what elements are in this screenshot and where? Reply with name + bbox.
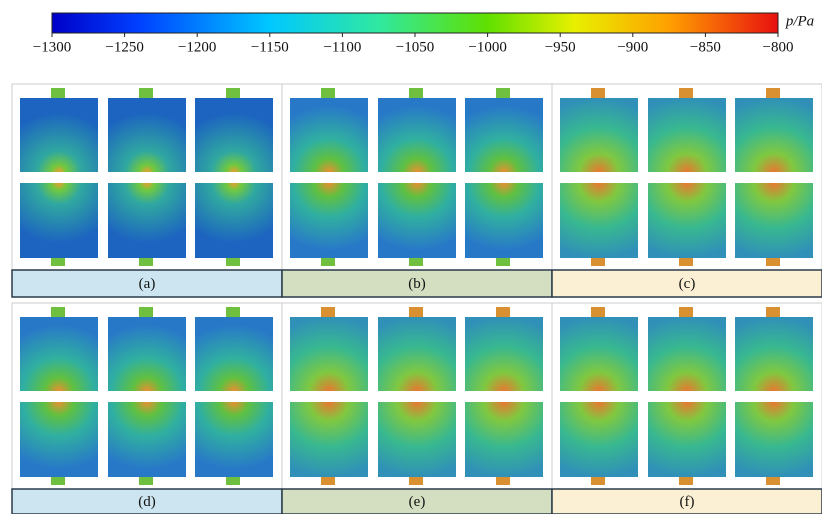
tab: [51, 258, 65, 266]
contour-bottom: [108, 183, 186, 258]
tab: [321, 477, 335, 485]
tab: [679, 258, 693, 266]
contour-top: [290, 98, 368, 172]
tab: [139, 307, 153, 317]
tab: [321, 307, 335, 317]
tick-label: −1250: [105, 39, 143, 55]
tab: [766, 88, 780, 98]
tab: [496, 477, 510, 485]
panel-label: (f): [680, 494, 695, 510]
tab: [139, 88, 153, 98]
contour-bottom: [465, 402, 543, 477]
tab: [226, 258, 240, 266]
tab: [679, 88, 693, 98]
tab: [591, 477, 605, 485]
colorbar-label: p/Pa: [785, 13, 814, 29]
contour-bottom: [108, 402, 186, 477]
contour-top: [560, 317, 638, 391]
contour-top: [465, 98, 543, 172]
tick-label: −1150: [251, 39, 289, 55]
contour-top: [195, 317, 273, 391]
contour-bottom: [20, 183, 98, 258]
tab: [409, 477, 423, 485]
tab: [496, 88, 510, 98]
tab: [591, 307, 605, 317]
tick-label: −1200: [178, 39, 216, 55]
page: p/Pa −1300 −1250 −1200 −1150 −1100 −1050 −1000…: [0, 0, 822, 514]
tick-label: −800: [763, 39, 794, 55]
contour-top: [20, 98, 98, 172]
contour-bottom: [378, 402, 456, 477]
tab: [139, 258, 153, 266]
tab: [226, 307, 240, 317]
contour-bottom: [648, 183, 726, 258]
panel-label: (b): [408, 276, 426, 292]
contour-bottom: [735, 402, 813, 477]
contour-bottom: [560, 183, 638, 258]
contour-top: [290, 317, 368, 391]
contour-top: [108, 98, 186, 172]
tick-label: −1000: [468, 39, 506, 55]
colorbar: [52, 13, 778, 33]
contour-top: [20, 317, 98, 391]
tab: [766, 307, 780, 317]
tick-label: −850: [690, 39, 721, 55]
tab: [766, 477, 780, 485]
tab: [139, 477, 153, 485]
contour-top: [735, 98, 813, 172]
tab: [226, 88, 240, 98]
contour-top: [378, 317, 456, 391]
contour-top: [108, 317, 186, 391]
contour-bottom: [378, 183, 456, 258]
tab: [321, 258, 335, 266]
contour-top: [560, 98, 638, 172]
panel-label: (e): [409, 494, 426, 510]
tick-label: −950: [545, 39, 576, 55]
tab: [51, 88, 65, 98]
tab: [679, 307, 693, 317]
tab: [409, 307, 423, 317]
tab: [409, 258, 423, 266]
tab: [496, 307, 510, 317]
panel-label: (c): [679, 276, 696, 292]
contour-top: [465, 317, 543, 391]
tab: [226, 477, 240, 485]
contour-bottom: [648, 402, 726, 477]
tab: [496, 258, 510, 266]
panel-label: (d): [138, 494, 156, 510]
figure: p/Pa −1300 −1250 −1200 −1150 −1100 −1050 −1000…: [0, 0, 822, 514]
tab: [51, 307, 65, 317]
contour-bottom: [735, 183, 813, 258]
tab: [321, 88, 335, 98]
contour-bottom: [290, 183, 368, 258]
tick-label: −1100: [323, 39, 361, 55]
contour-bottom: [465, 183, 543, 258]
contour-top: [378, 98, 456, 172]
tick-label: −900: [617, 39, 648, 55]
tab: [679, 477, 693, 485]
contour-bottom: [290, 402, 368, 477]
tick-label: −1300: [33, 39, 71, 55]
contour-top: [195, 98, 273, 172]
tab: [591, 88, 605, 98]
panel-label: (a): [139, 276, 156, 292]
tab: [591, 258, 605, 266]
contour-top: [648, 317, 726, 391]
tab: [409, 88, 423, 98]
tab: [766, 258, 780, 266]
tick-label: −1050: [396, 39, 434, 55]
contour-bottom: [195, 402, 273, 477]
contour-top: [648, 98, 726, 172]
contour-bottom: [195, 183, 273, 258]
contour-top: [735, 317, 813, 391]
contour-bottom: [20, 402, 98, 477]
contour-bottom: [560, 402, 638, 477]
tab: [51, 477, 65, 485]
